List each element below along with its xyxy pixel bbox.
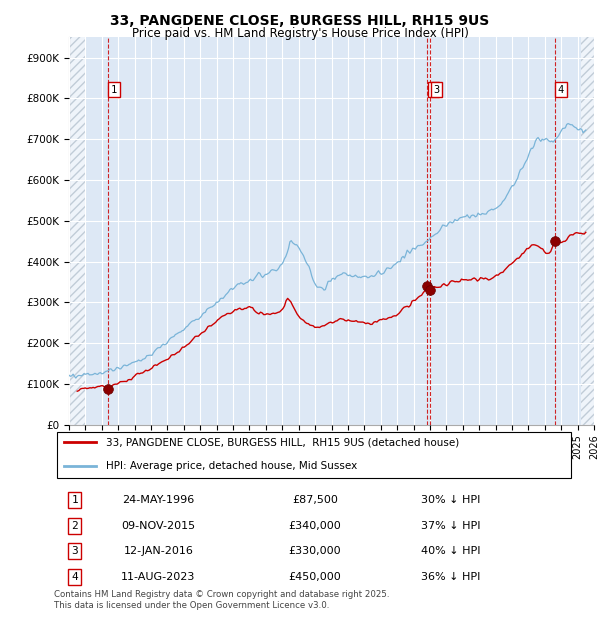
Text: 4: 4 [558, 84, 564, 94]
Text: £340,000: £340,000 [289, 521, 341, 531]
Text: 11-AUG-2023: 11-AUG-2023 [121, 572, 196, 582]
FancyBboxPatch shape [56, 432, 571, 479]
Text: 4: 4 [71, 572, 78, 582]
Text: £330,000: £330,000 [289, 546, 341, 556]
Text: 33, PANGDENE CLOSE, BURGESS HILL,  RH15 9US (detached house): 33, PANGDENE CLOSE, BURGESS HILL, RH15 9… [106, 437, 460, 448]
Text: 12-JAN-2016: 12-JAN-2016 [124, 546, 193, 556]
Text: £450,000: £450,000 [289, 572, 341, 582]
Text: 30% ↓ HPI: 30% ↓ HPI [421, 495, 481, 505]
Text: 36% ↓ HPI: 36% ↓ HPI [421, 572, 481, 582]
Text: 37% ↓ HPI: 37% ↓ HPI [421, 521, 481, 531]
Text: £87,500: £87,500 [292, 495, 338, 505]
Text: 2: 2 [71, 521, 78, 531]
Text: 3: 3 [433, 84, 440, 94]
Text: 1: 1 [111, 84, 117, 94]
Text: 24-MAY-1996: 24-MAY-1996 [122, 495, 194, 505]
Text: 3: 3 [71, 546, 78, 556]
Text: 2: 2 [430, 84, 437, 94]
Text: Price paid vs. HM Land Registry's House Price Index (HPI): Price paid vs. HM Land Registry's House … [131, 27, 469, 40]
Text: 09-NOV-2015: 09-NOV-2015 [121, 521, 196, 531]
Text: 1: 1 [71, 495, 78, 505]
Text: 33, PANGDENE CLOSE, BURGESS HILL, RH15 9US: 33, PANGDENE CLOSE, BURGESS HILL, RH15 9… [110, 14, 490, 28]
Text: 40% ↓ HPI: 40% ↓ HPI [421, 546, 481, 556]
Text: HPI: Average price, detached house, Mid Sussex: HPI: Average price, detached house, Mid … [106, 461, 358, 471]
Text: Contains HM Land Registry data © Crown copyright and database right 2025.
This d: Contains HM Land Registry data © Crown c… [54, 590, 389, 609]
